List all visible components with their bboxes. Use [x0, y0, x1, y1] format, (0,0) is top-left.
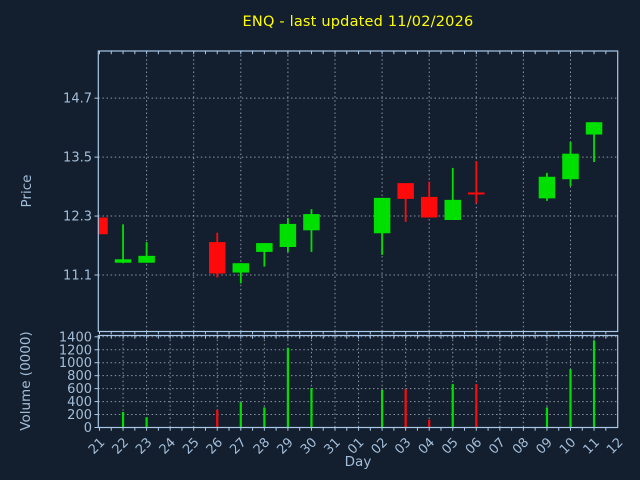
volume-bar-11 — [592, 340, 596, 428]
candle-body-23 — [138, 255, 155, 263]
volume-bar-30 — [310, 387, 313, 428]
volume-bar-09 — [545, 407, 549, 428]
volume-axis-label: Volume (0000) — [18, 331, 34, 431]
candle-body-29 — [279, 223, 297, 248]
volume-bar-03 — [404, 389, 407, 428]
volume-bar-27 — [239, 402, 242, 428]
volume-tick-1000: 1000 — [59, 356, 92, 371]
volume-bar-23 — [145, 417, 148, 428]
candle-body-11 — [585, 122, 603, 135]
candle-body-28 — [256, 243, 273, 252]
volume-bar-04 — [428, 419, 431, 428]
candle-body-22 — [114, 259, 132, 263]
volume-bar-05 — [451, 384, 454, 428]
candle-body-30 — [303, 214, 320, 231]
price-tick-labels: 11.1 12.3 13.5 14.7 — [63, 92, 92, 284]
price-frame — [97, 50, 619, 333]
volume-tick-200: 200 — [67, 408, 92, 423]
volume-tick-600: 600 — [67, 382, 92, 397]
candle-body-10 — [562, 153, 579, 180]
candle-body-02 — [373, 197, 391, 234]
volume-tick-1200: 1200 — [59, 343, 92, 358]
candles — [98, 122, 603, 284]
price-tick-13.5: 13.5 — [63, 151, 92, 166]
volume-bar-29 — [286, 347, 289, 428]
volume-tick-400: 400 — [67, 395, 92, 410]
chart-title: ENQ - last updated 11/02/2026 — [242, 14, 474, 30]
candle-body-05 — [444, 199, 461, 220]
candle-body-03 — [397, 183, 414, 199]
volume-bar-06 — [475, 384, 478, 428]
volume-bar-28 — [263, 407, 266, 428]
price-tick-12.3: 12.3 — [63, 210, 92, 225]
tick-marks — [94, 51, 607, 431]
volume-tick-800: 800 — [67, 369, 92, 384]
x-axis-label: Day — [344, 454, 372, 470]
volume-frame — [97, 334, 619, 429]
axes-frames — [97, 50, 619, 429]
volume-bar-10 — [569, 369, 572, 428]
volume-bar-02 — [381, 389, 384, 428]
candle-body-06 — [468, 192, 485, 195]
volume-bar-26 — [216, 410, 219, 428]
volume-tick-0: 0 — [84, 421, 92, 436]
price-axis-label: Price — [19, 174, 35, 208]
volume-bar-22 — [121, 411, 125, 428]
price-tick-14.7: 14.7 — [63, 92, 92, 107]
candle-body-04 — [420, 196, 438, 218]
volume-bars — [121, 340, 596, 428]
candle-body-27 — [232, 263, 250, 273]
candle-body-21 — [98, 217, 108, 235]
volume-tick-1400: 1400 — [59, 330, 92, 345]
candle-body-09 — [538, 176, 556, 199]
gridlines — [98, 51, 618, 428]
price-tick-11.1: 11.1 — [63, 269, 92, 284]
candle-body-26 — [209, 242, 226, 274]
